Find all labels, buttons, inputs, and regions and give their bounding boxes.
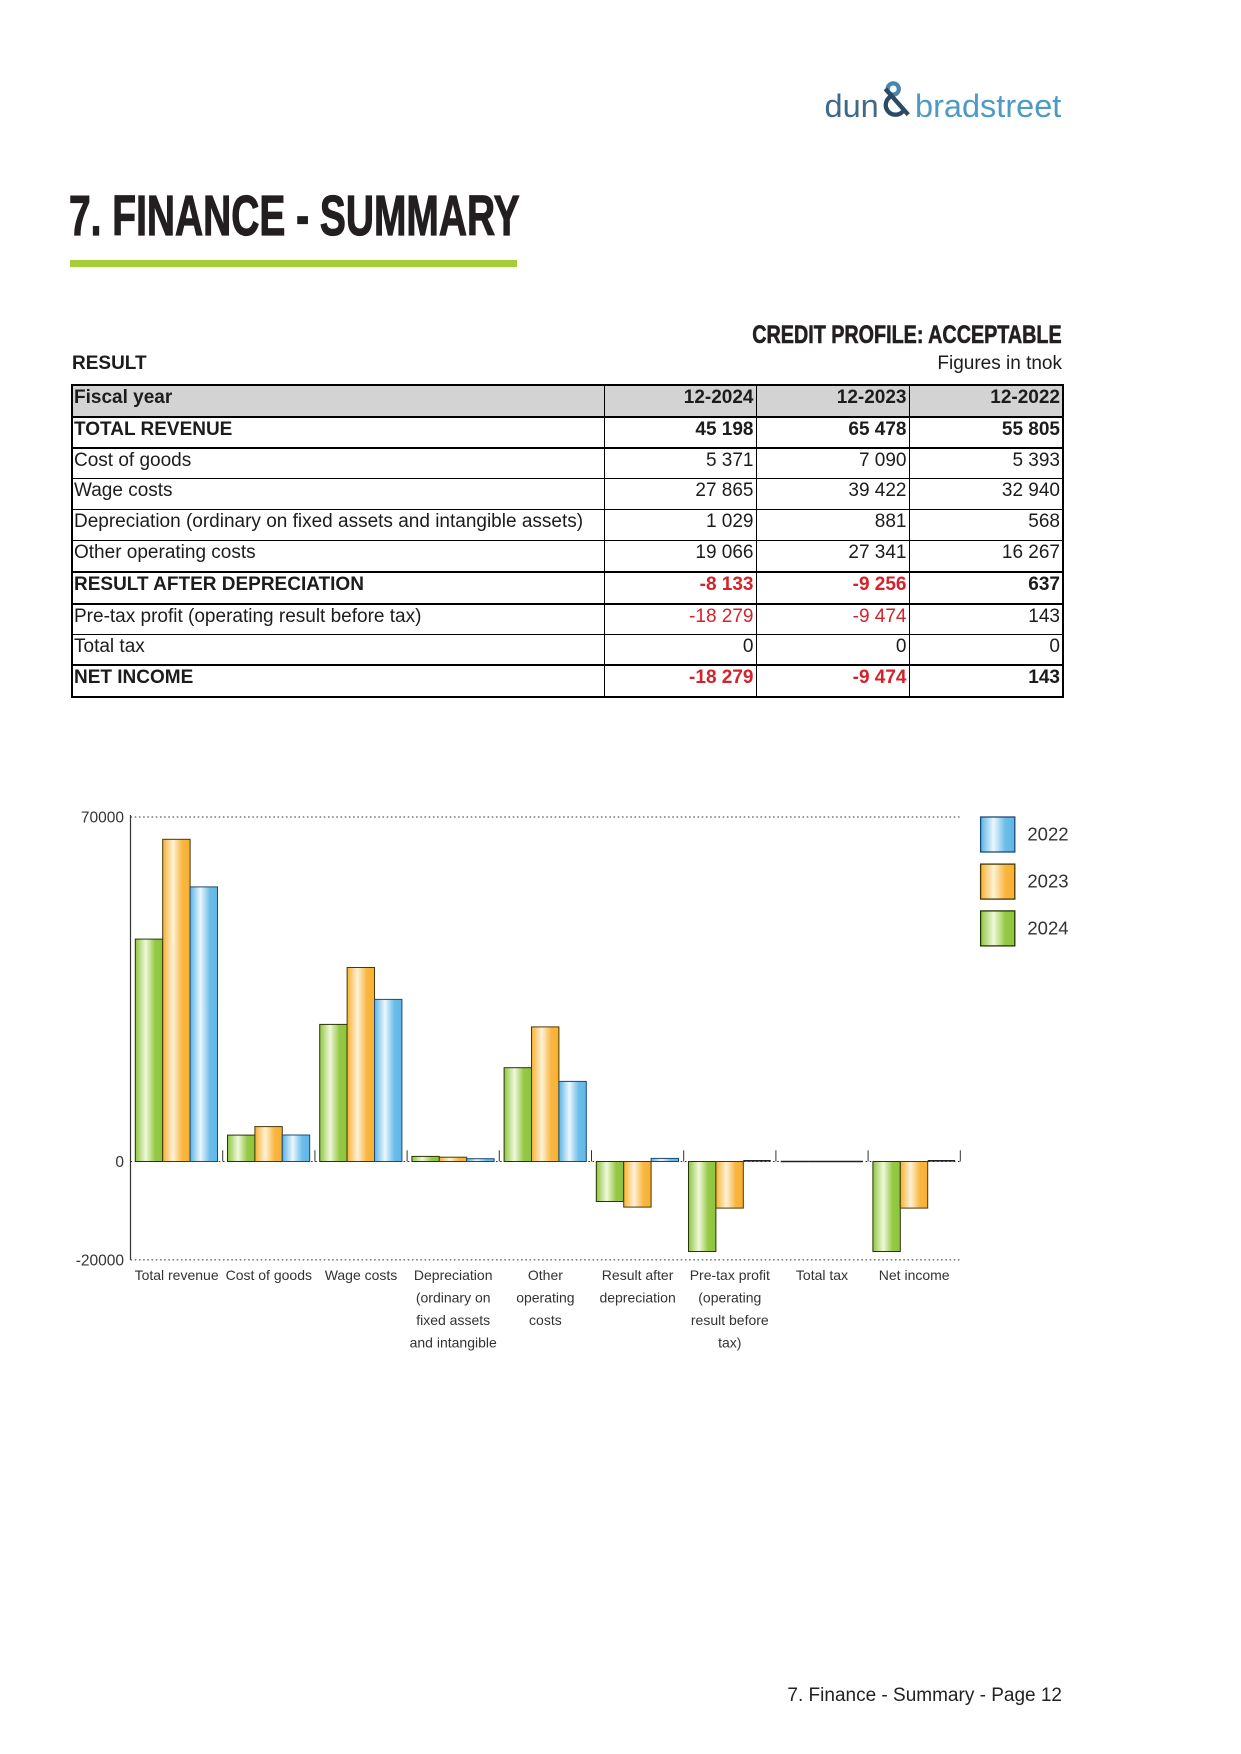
svg-text:fixed assets: fixed assets bbox=[416, 1312, 490, 1328]
svg-text:Depreciation: Depreciation bbox=[414, 1267, 493, 1283]
svg-text:2023: 2023 bbox=[1027, 871, 1068, 892]
svg-text:operating: operating bbox=[516, 1290, 574, 1306]
svg-text:Total tax: Total tax bbox=[796, 1267, 848, 1283]
svg-text:Net income: Net income bbox=[879, 1267, 950, 1283]
svg-text:(operating: (operating bbox=[698, 1290, 761, 1306]
svg-text:and intangible: and intangible bbox=[410, 1334, 497, 1350]
svg-text:Other: Other bbox=[528, 1267, 563, 1283]
svg-text:-20000: -20000 bbox=[76, 1252, 125, 1269]
svg-text:0: 0 bbox=[115, 1154, 124, 1171]
svg-text:Pre-tax profit: Pre-tax profit bbox=[690, 1267, 770, 1283]
svg-text:Wage costs: Wage costs bbox=[325, 1267, 398, 1283]
svg-text:70000: 70000 bbox=[81, 810, 124, 827]
svg-text:(ordinary on: (ordinary on bbox=[416, 1290, 491, 1306]
svg-text:Total revenue: Total revenue bbox=[135, 1267, 219, 1283]
svg-text:2024: 2024 bbox=[1027, 918, 1068, 939]
svg-text:tax): tax) bbox=[718, 1334, 741, 1350]
svg-text:2022: 2022 bbox=[1027, 824, 1068, 845]
svg-text:costs: costs bbox=[529, 1312, 562, 1328]
svg-text:Result after: Result after bbox=[602, 1267, 674, 1283]
svg-text:result before: result before bbox=[691, 1312, 769, 1328]
svg-text:Cost of goods: Cost of goods bbox=[226, 1267, 312, 1283]
svg-text:depreciation: depreciation bbox=[599, 1290, 675, 1306]
